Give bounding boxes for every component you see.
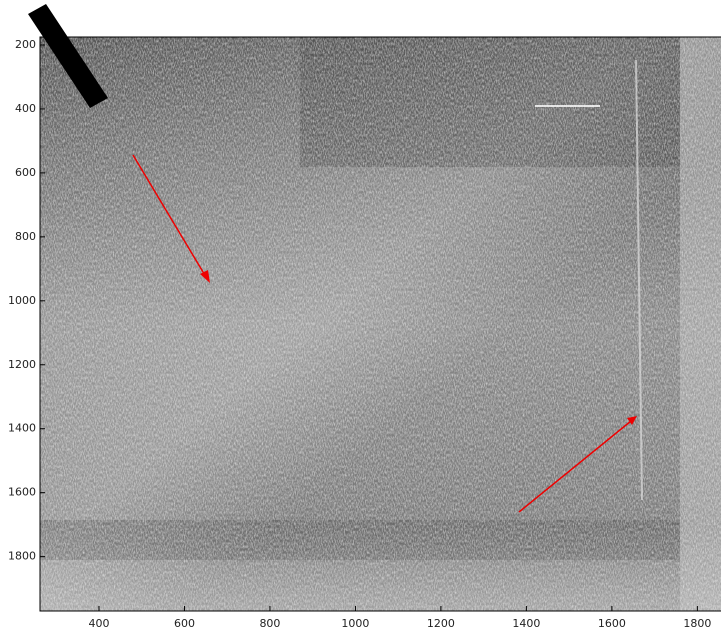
y-tick-label: 800: [15, 230, 36, 243]
x-tick-label: 1000: [341, 617, 369, 630]
y-tick-label: 600: [15, 166, 36, 179]
black-bar: [28, 4, 108, 108]
x-tick-label: 1400: [512, 617, 540, 630]
y-tick-label: 1600: [8, 486, 36, 499]
image-veil: [40, 37, 721, 611]
image-streak: [635, 59, 643, 501]
y-tick-label: 200: [15, 38, 36, 51]
y-tick-label: 1400: [8, 422, 36, 435]
image-grain: [40, 37, 721, 611]
x-tick-label: 1200: [427, 617, 455, 630]
axes-frame: [39, 36, 721, 612]
x-tick-label: 1600: [598, 617, 626, 630]
y-tick-label: 1200: [8, 358, 36, 371]
y-tick-label: 1800: [8, 550, 36, 563]
y-tick-label: 400: [15, 102, 36, 115]
arrow: [518, 420, 632, 513]
image: [40, 37, 721, 611]
x-tick-label: 600: [174, 617, 195, 630]
arrow-head: [200, 270, 210, 283]
arrow-head: [627, 416, 637, 425]
x-tick-label: 1800: [683, 617, 711, 630]
x-tick-label: 400: [88, 617, 109, 630]
arrow: [132, 154, 207, 278]
x-tick-label: 800: [259, 617, 280, 630]
y-tick-label: 1000: [8, 294, 36, 307]
